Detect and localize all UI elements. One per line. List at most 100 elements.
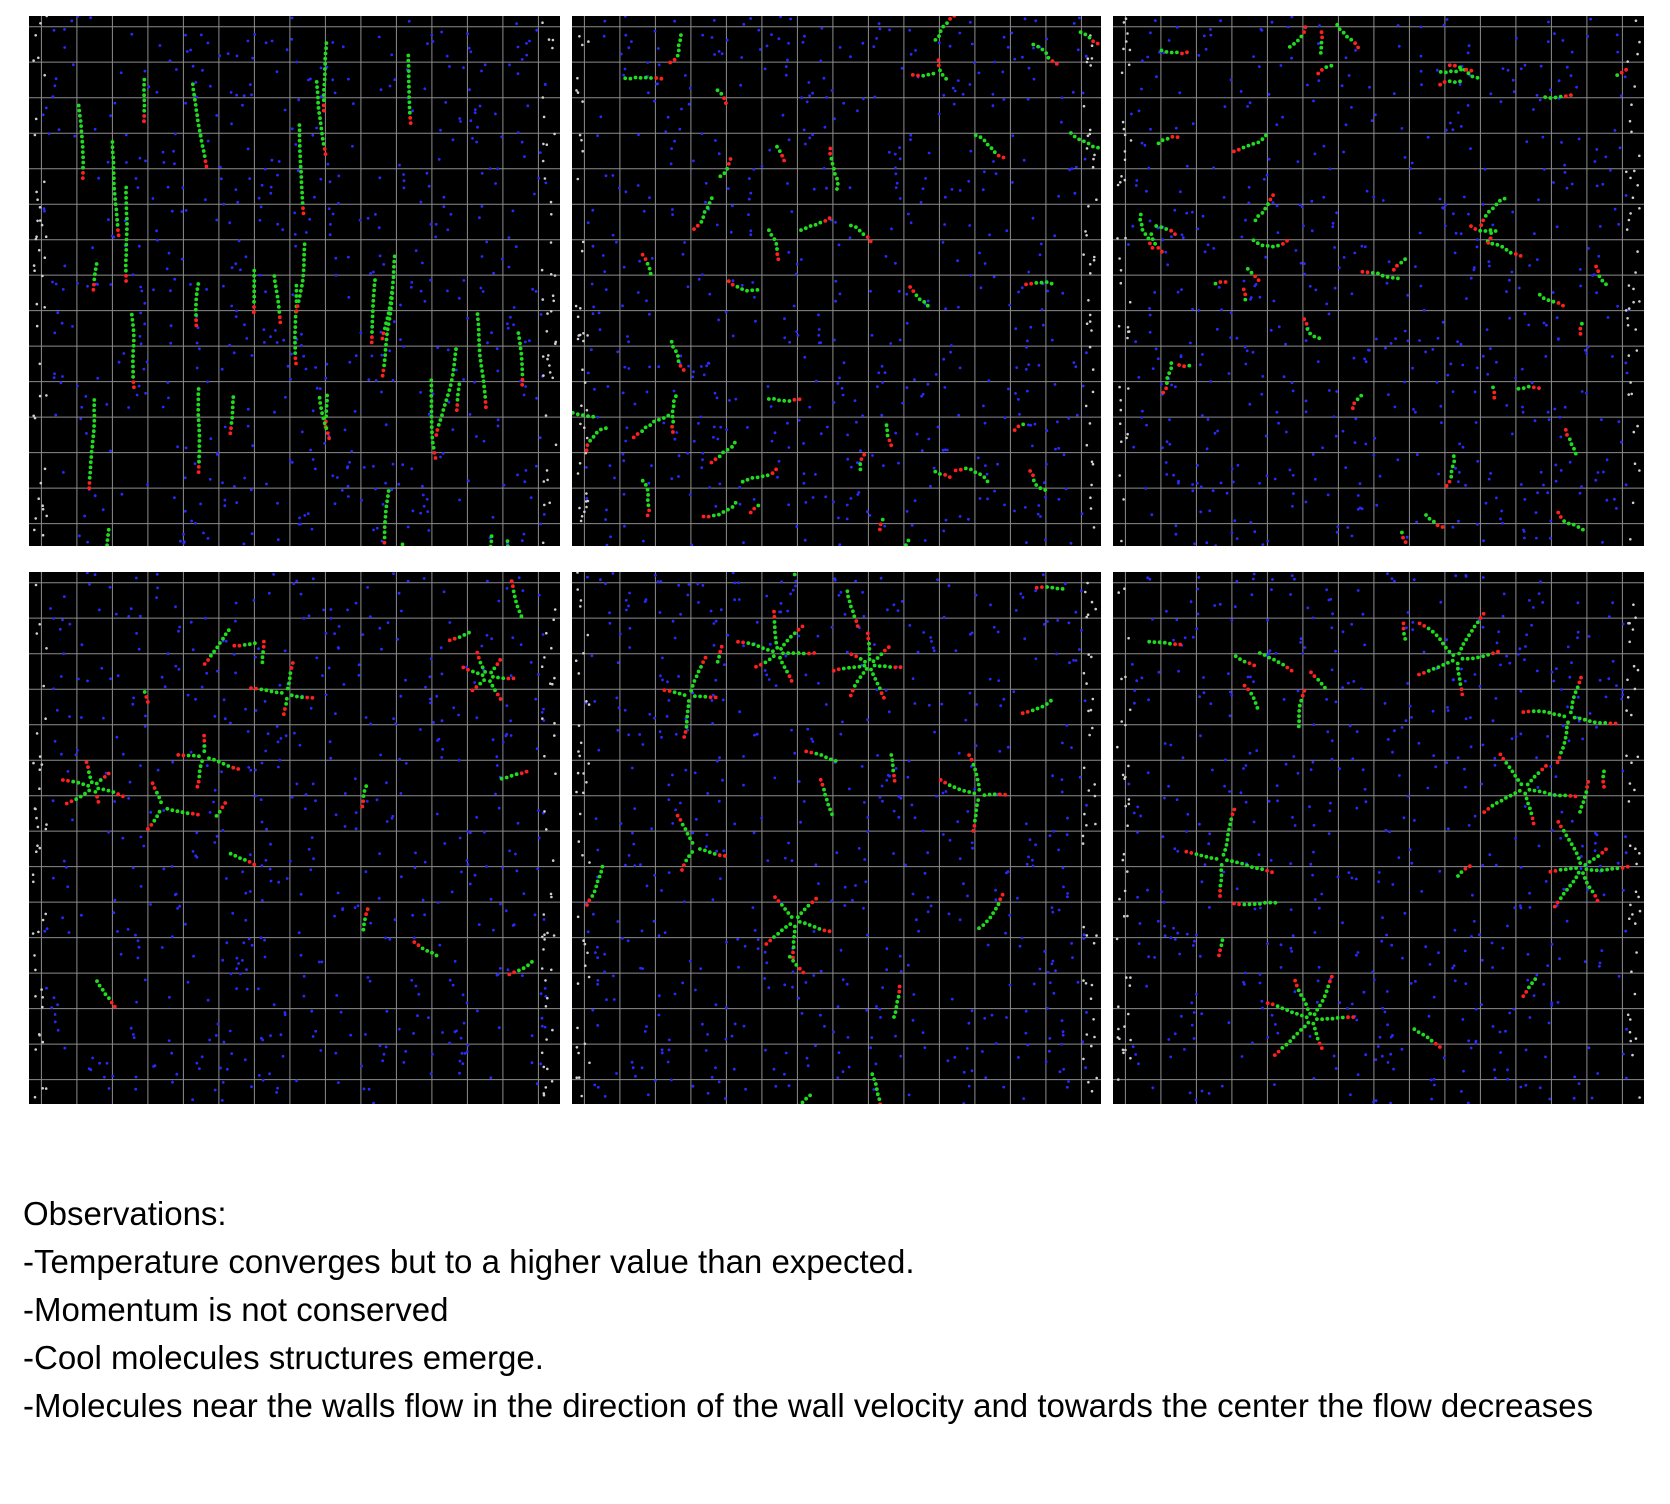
bonded-molecule bbox=[274, 690, 279, 695]
bonded-molecule bbox=[252, 273, 256, 278]
free-molecule bbox=[1196, 587, 1200, 591]
free-molecule bbox=[407, 19, 411, 23]
free-molecule bbox=[435, 812, 439, 816]
free-molecule bbox=[723, 663, 726, 666]
free-molecule bbox=[335, 994, 339, 997]
free-molecule bbox=[920, 394, 923, 398]
bonded-molecule bbox=[407, 90, 411, 94]
free-molecule bbox=[63, 46, 67, 49]
endpoint-molecule bbox=[1486, 241, 1491, 245]
bonded-molecule bbox=[683, 827, 688, 831]
free-molecule bbox=[790, 210, 794, 214]
free-molecule bbox=[1220, 308, 1223, 312]
free-molecule bbox=[1285, 430, 1288, 434]
free-molecule bbox=[1473, 390, 1477, 394]
bonded-molecule bbox=[298, 159, 303, 164]
free-molecule bbox=[871, 454, 874, 457]
free-molecule bbox=[1180, 233, 1184, 237]
free-molecule bbox=[1259, 906, 1262, 910]
free-molecule bbox=[200, 685, 204, 689]
free-molecule bbox=[1414, 265, 1417, 268]
bonded-molecule bbox=[1276, 243, 1280, 248]
free-molecule bbox=[1155, 75, 1158, 79]
free-molecule bbox=[78, 534, 81, 538]
free-molecule bbox=[479, 286, 483, 290]
endpoint-molecule bbox=[476, 655, 481, 660]
wall-molecule bbox=[1085, 615, 1088, 619]
free-molecule bbox=[974, 593, 978, 597]
free-molecule bbox=[1178, 91, 1182, 95]
free-molecule bbox=[790, 728, 793, 732]
bonded-molecule bbox=[1260, 137, 1265, 142]
free-molecule bbox=[1405, 626, 1408, 630]
free-molecule bbox=[763, 669, 767, 672]
endpoint-molecule bbox=[1561, 303, 1565, 308]
free-molecule bbox=[1248, 101, 1252, 105]
free-molecule bbox=[1012, 690, 1016, 693]
free-molecule bbox=[448, 621, 452, 624]
free-molecule bbox=[1229, 78, 1233, 82]
free-molecule bbox=[1550, 1004, 1554, 1007]
wall-molecule bbox=[44, 1087, 48, 1090]
wall-molecule bbox=[1119, 181, 1122, 184]
free-molecule bbox=[1048, 981, 1052, 985]
free-molecule bbox=[1021, 596, 1025, 599]
free-molecule bbox=[354, 354, 358, 358]
bonded-molecule bbox=[1470, 74, 1475, 79]
free-molecule bbox=[1164, 250, 1168, 254]
free-molecule bbox=[661, 656, 664, 660]
free-molecule bbox=[425, 497, 429, 501]
free-molecule bbox=[409, 285, 413, 289]
free-molecule bbox=[817, 882, 820, 885]
free-molecule bbox=[1131, 663, 1134, 666]
free-molecule bbox=[496, 167, 500, 171]
free-molecule bbox=[1193, 939, 1196, 943]
free-molecule bbox=[1134, 1053, 1137, 1056]
free-molecule bbox=[1326, 493, 1330, 497]
free-molecule bbox=[1322, 195, 1326, 199]
free-molecule bbox=[1561, 724, 1565, 728]
free-molecule bbox=[1276, 231, 1280, 235]
bonded-molecule bbox=[323, 56, 328, 61]
endpoint-molecule bbox=[772, 614, 777, 619]
free-molecule bbox=[739, 83, 743, 87]
free-molecule bbox=[226, 52, 230, 56]
free-molecule bbox=[473, 380, 476, 384]
free-molecule bbox=[1258, 295, 1262, 299]
free-molecule bbox=[329, 756, 333, 760]
bonded-molecule bbox=[870, 1072, 875, 1077]
bonded-molecule bbox=[193, 103, 198, 107]
free-molecule bbox=[222, 284, 225, 288]
free-molecule bbox=[419, 511, 423, 515]
free-molecule bbox=[131, 866, 135, 870]
free-molecule bbox=[309, 706, 313, 710]
bonded-molecule bbox=[806, 903, 811, 908]
bonded-molecule bbox=[1091, 144, 1095, 149]
endpoint-molecule bbox=[1003, 792, 1007, 797]
bonded-molecule bbox=[279, 691, 284, 695]
free-molecule bbox=[465, 1001, 469, 1005]
endpoint-molecule bbox=[850, 688, 855, 693]
bonded-molecule bbox=[212, 649, 217, 654]
wall-molecule bbox=[1118, 422, 1122, 426]
free-molecule bbox=[665, 715, 669, 718]
endpoint-molecule bbox=[321, 103, 326, 108]
endpoint-molecule bbox=[682, 735, 687, 739]
wall-molecule bbox=[1090, 44, 1094, 47]
wall-molecule bbox=[549, 273, 553, 276]
free-molecule bbox=[920, 449, 924, 452]
free-molecule bbox=[1159, 382, 1163, 386]
free-molecule bbox=[161, 405, 165, 409]
free-molecule bbox=[97, 176, 100, 180]
free-molecule bbox=[139, 614, 142, 618]
free-molecule bbox=[149, 903, 152, 906]
free-molecule bbox=[1520, 367, 1524, 371]
endpoint-molecule bbox=[827, 216, 832, 221]
free-molecule bbox=[249, 488, 253, 492]
free-molecule bbox=[1474, 1041, 1478, 1045]
free-molecule bbox=[216, 1022, 220, 1026]
free-molecule bbox=[1408, 848, 1412, 851]
wall-molecule bbox=[1088, 132, 1092, 136]
free-molecule bbox=[378, 176, 382, 180]
free-molecule bbox=[1140, 416, 1144, 419]
